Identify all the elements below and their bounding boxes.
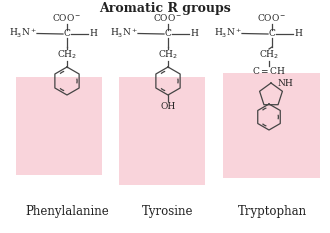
- Text: H$_3$N$^+$: H$_3$N$^+$: [110, 26, 138, 40]
- Text: CH$_2$: CH$_2$: [158, 49, 178, 61]
- Text: C: C: [64, 30, 70, 38]
- Text: CH$_2$: CH$_2$: [57, 49, 77, 61]
- Bar: [223, 73, 320, 178]
- Text: Tryptophan: Tryptophan: [238, 205, 307, 218]
- Text: COO$^-$: COO$^-$: [153, 12, 183, 23]
- Text: H$_3$N$^+$: H$_3$N$^+$: [214, 26, 242, 40]
- Text: C$=$CH: C$=$CH: [252, 65, 286, 76]
- Text: COO$^-$: COO$^-$: [257, 12, 287, 23]
- Text: Tyrosine: Tyrosine: [142, 205, 194, 218]
- Text: OH: OH: [160, 102, 176, 111]
- Text: NH: NH: [277, 79, 293, 89]
- Text: Aromatic R groups: Aromatic R groups: [99, 2, 231, 15]
- Text: C: C: [165, 30, 172, 38]
- Text: Phenylalanine: Phenylalanine: [25, 205, 109, 218]
- Text: H: H: [294, 30, 302, 38]
- Text: CH$_2$: CH$_2$: [259, 49, 279, 61]
- Text: H: H: [190, 30, 198, 38]
- Text: H$_3$N$^+$: H$_3$N$^+$: [9, 26, 37, 40]
- Text: C: C: [269, 30, 276, 38]
- Text: COO$^-$: COO$^-$: [52, 12, 82, 23]
- Bar: [119, 77, 205, 185]
- Bar: [16, 77, 102, 175]
- Text: H: H: [89, 30, 97, 38]
